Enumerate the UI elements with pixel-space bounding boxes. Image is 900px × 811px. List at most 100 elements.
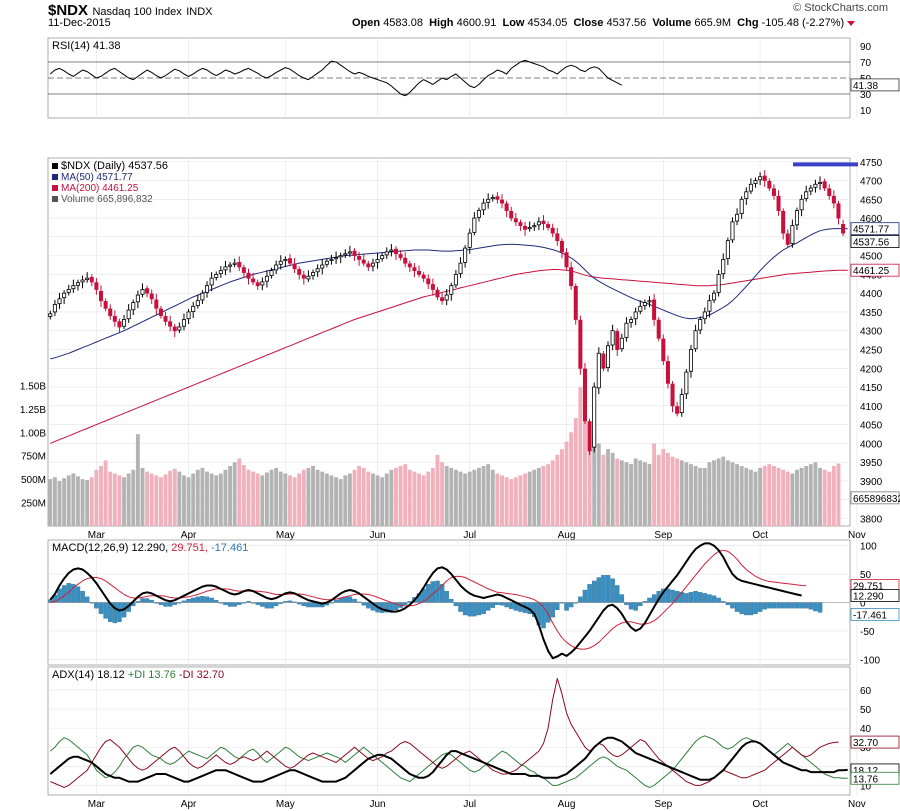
macd-histogram-bar: [195, 596, 201, 603]
macd-histogram-bar: [771, 602, 777, 609]
volume-bar: [836, 463, 841, 526]
candle-body: [62, 292, 67, 299]
month-label-bottom: Jul: [463, 799, 476, 810]
candle-body: [481, 202, 486, 211]
volume-bar: [320, 471, 325, 526]
candle-body: [748, 183, 753, 192]
macd-histogram-bar: [306, 602, 311, 608]
volume-bar: [76, 476, 80, 526]
candle-body: [606, 345, 611, 368]
candle-body: [117, 321, 122, 328]
volume-bar: [564, 441, 569, 526]
candle-body: [504, 203, 509, 211]
candle-body: [656, 319, 661, 339]
volume-bar: [200, 467, 205, 526]
volume-bar: [389, 469, 394, 526]
volume-bar: [57, 481, 62, 526]
volume-bar: [790, 473, 795, 526]
candle-body: [523, 225, 528, 230]
volume-bar: [371, 473, 375, 526]
volume-bar: [288, 475, 292, 526]
candle-body: [393, 248, 399, 255]
volume-bar: [693, 466, 698, 526]
minus-di-line: [50, 678, 839, 788]
volume-bar: [103, 460, 108, 526]
macd-histogram-bar: [204, 596, 210, 603]
legend-swatch: [52, 196, 58, 202]
candle-body: [407, 263, 412, 268]
macd-histogram-bar: [310, 602, 316, 608]
candle-body: [412, 267, 417, 272]
volume-bar: [182, 475, 186, 526]
candle-body: [172, 326, 177, 332]
volume-bar: [241, 465, 246, 526]
macd-histogram-bar: [564, 602, 569, 611]
macd-histogram-bar: [578, 596, 583, 603]
macd-histogram-bar: [757, 602, 763, 612]
volume-bar: [527, 471, 532, 526]
volume-bar: [301, 469, 306, 526]
open-value: 4583.08: [383, 17, 423, 29]
macd-value-tag-signal: 29.751: [853, 582, 884, 593]
month-label: Sep: [654, 530, 672, 541]
adx-value-tag-minus: 32.70: [853, 738, 878, 749]
candle-body: [472, 217, 477, 233]
price-tick-label: 4050: [860, 421, 883, 432]
volume-bar: [117, 475, 122, 526]
volume-bar: [154, 475, 159, 526]
adx-value-tag-adx: 18.12: [853, 766, 878, 777]
macd-histogram-bar: [61, 585, 67, 603]
volume-bar: [246, 469, 251, 526]
volume-bar: [66, 475, 71, 526]
candle-body: [675, 406, 680, 414]
adx-value-tag-plus-box: [850, 771, 900, 785]
candle-body: [440, 297, 445, 302]
rsi-tick-label: 30: [860, 90, 872, 101]
candle-body: [518, 222, 523, 226]
low-label: Low: [502, 17, 525, 29]
volume-bar: [739, 466, 744, 526]
candle-body: [532, 225, 537, 228]
price-tick-label: 4600: [860, 214, 883, 225]
macd-histogram-bar: [670, 589, 675, 603]
candle-body: [398, 254, 403, 258]
volume-bar: [195, 469, 200, 526]
candle-body: [610, 330, 615, 346]
candle-body: [343, 253, 348, 256]
candle-body: [237, 261, 242, 268]
volume-bar: [721, 456, 726, 526]
candle-body: [135, 294, 140, 303]
macd-histogram-bar: [458, 602, 463, 612]
macd-histogram-bar: [490, 602, 496, 608]
macd-histogram-bar: [264, 602, 270, 609]
macd-histogram-bar: [799, 602, 804, 609]
candle-body: [587, 421, 592, 452]
macd-histogram-bar: [730, 602, 735, 609]
volume-bar: [357, 466, 362, 526]
macd-histogram-bar: [232, 602, 237, 607]
macd-histogram-bar: [697, 592, 703, 603]
volume-bar: [407, 469, 412, 526]
candle-body: [638, 305, 643, 312]
candle-body: [652, 299, 657, 320]
candle-body: [735, 213, 740, 222]
macd-histogram-bar: [430, 581, 436, 603]
candle-body: [306, 275, 311, 280]
candle-body: [108, 308, 113, 317]
volume-bar: [679, 460, 684, 526]
price-tick-label: 4200: [860, 364, 883, 375]
adx-value-tag-plus: 13.76: [853, 774, 878, 785]
volume-bar: [772, 466, 776, 526]
price-value-tag-close: 4537.56: [853, 238, 890, 249]
rsi-overbought-fill: [522, 60, 528, 62]
candle-body: [647, 300, 652, 303]
macd-tick-label: 50: [860, 570, 872, 581]
plus-di-line: [49, 735, 848, 788]
macd-value-tag-hist-box: [850, 608, 900, 621]
volume-bar: [633, 458, 638, 526]
candle-body: [163, 316, 168, 322]
macd-histogram-bar: [638, 602, 643, 607]
macd-histogram-bar: [214, 600, 219, 603]
candle-body: [94, 282, 99, 290]
